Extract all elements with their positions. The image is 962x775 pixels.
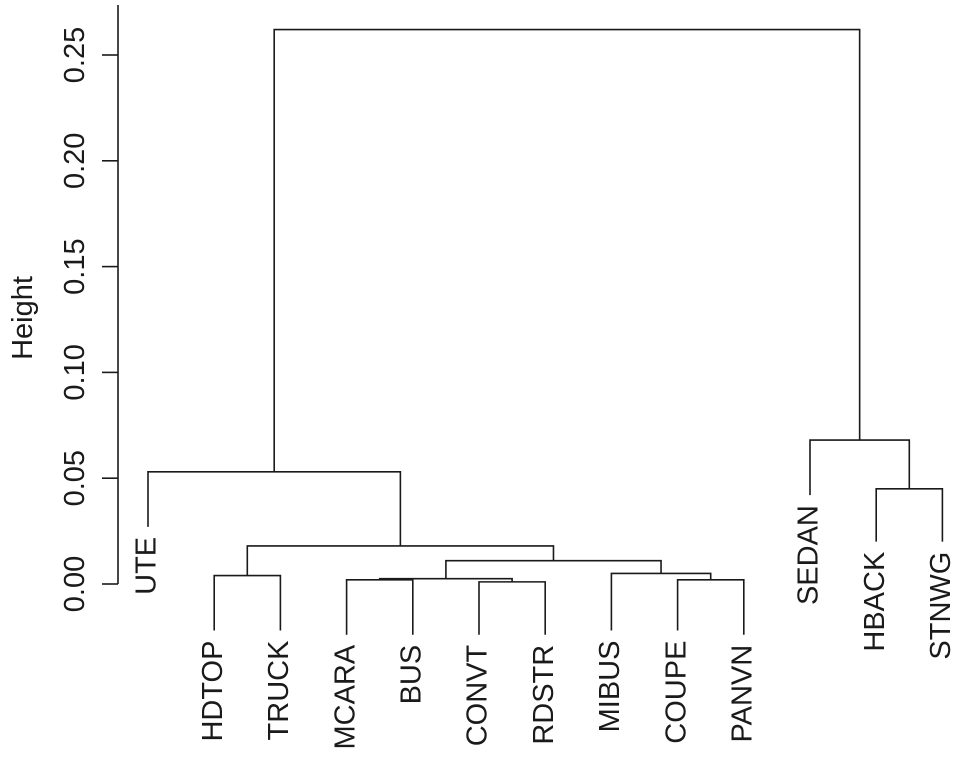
y-tick-label: 0.25 [59, 27, 91, 83]
leaf-label: COUPE [660, 641, 692, 744]
y-tick-label: 0.00 [59, 556, 91, 612]
leaf-label: BUS [395, 645, 427, 705]
y-axis: 0.00 0.05 0.10 0.15 0.20 0.25 [59, 5, 119, 612]
dendrogram-branch [445, 559, 662, 579]
dendrogram-branch [213, 574, 282, 631]
leaf-label: CONVT [462, 644, 494, 746]
dendrogram-branch [875, 487, 944, 542]
leaf-label: MIBUS [594, 641, 626, 733]
dendrogram-branch [478, 581, 546, 635]
y-tick-label: 0.20 [59, 133, 91, 189]
leaf-labels: UTE HDTOP TRUCK MCARA BUS CONVT RDSTR MIBUS COUP… [131, 505, 957, 749]
y-tick-label: 0.05 [59, 450, 91, 506]
dendrogram-branch [610, 572, 712, 631]
leaf-label: PANVN [726, 645, 758, 743]
y-tick-label: 0.10 [59, 344, 91, 400]
leaf-label: TRUCK [263, 640, 295, 741]
leaf-label: SEDAN [793, 505, 825, 605]
leaf-label: HBACK [859, 551, 891, 652]
leaf-label: MCARA [329, 644, 361, 749]
y-axis-label: Height [7, 276, 39, 360]
dendrogram-branches [147, 28, 944, 635]
y-tick-label: 0.15 [59, 238, 91, 294]
dendrogram-branch [676, 578, 745, 635]
dendrogram-branch [147, 471, 402, 546]
leaf-label: STNWG [925, 552, 957, 660]
dendrogram-branch [809, 439, 911, 496]
leaf-label: RDSTR [528, 645, 560, 745]
dendrogram-branch [273, 28, 861, 472]
dendrogram-branch [345, 578, 414, 635]
leaf-label: UTE [131, 537, 163, 595]
leaf-label: HDTOP [197, 641, 229, 742]
